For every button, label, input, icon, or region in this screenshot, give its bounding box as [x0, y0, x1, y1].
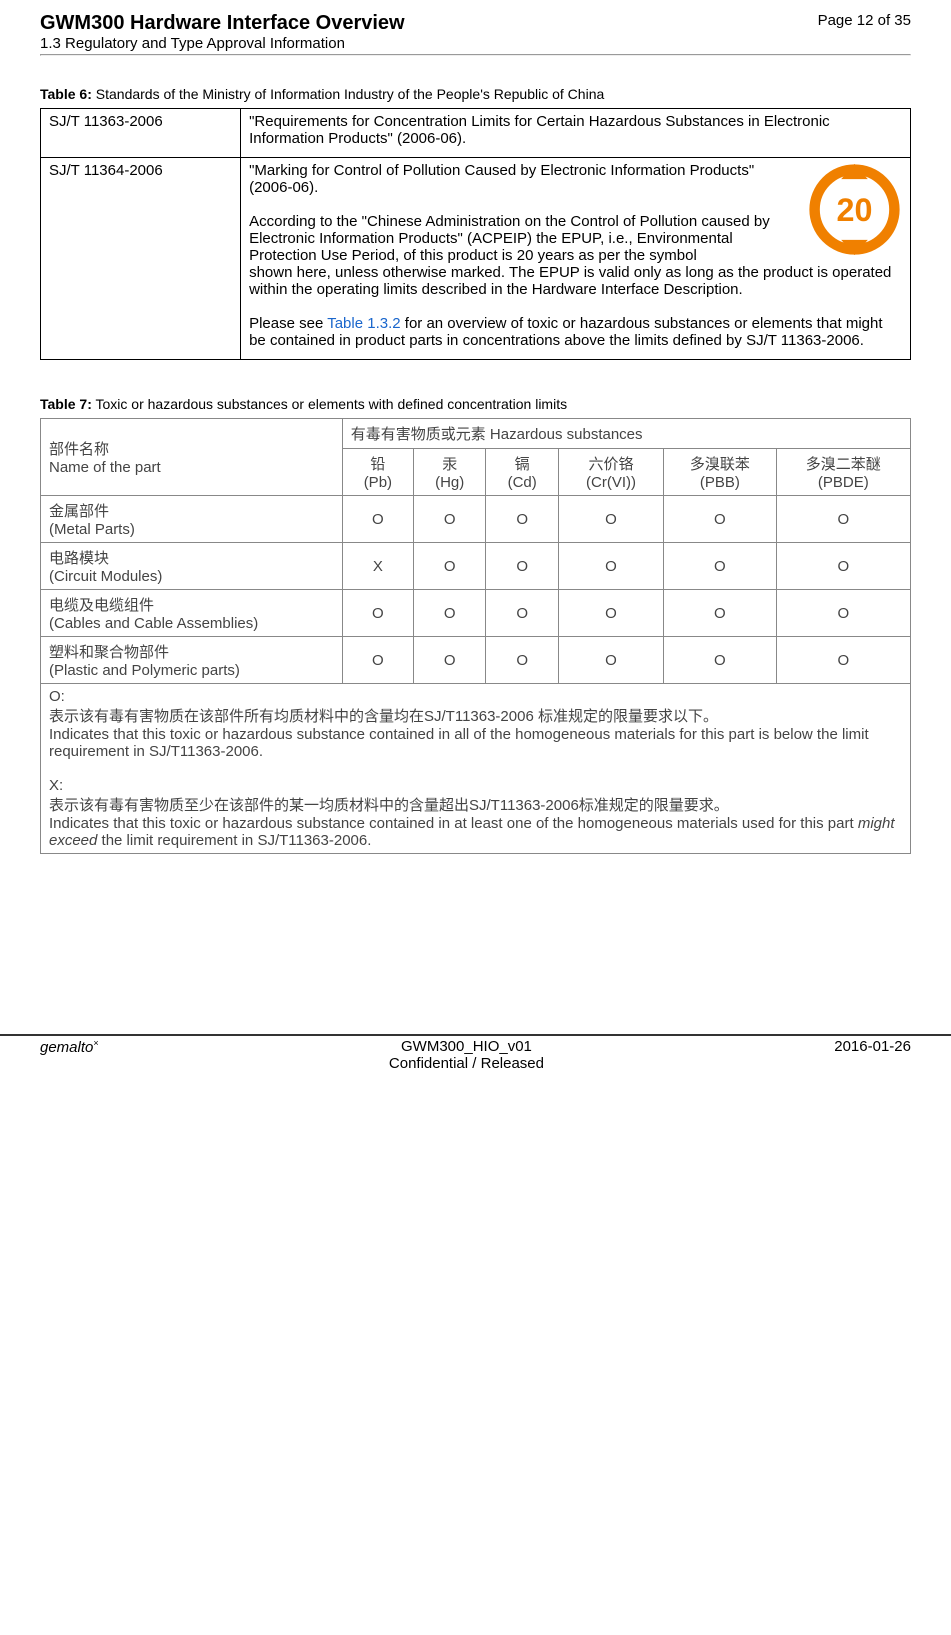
table-row: 电缆及电缆组件(Cables and Cable Assemblies)OOOO… [41, 590, 911, 637]
col-substance: 六价铬(Cr(VI)) [558, 449, 663, 496]
header-rule [40, 54, 911, 56]
std-desc-p2a: According to the "Chinese Administration… [249, 213, 770, 264]
table6-caption-text: Standards of the Ministry of Information… [96, 86, 605, 102]
std-desc-p1: "Marking for Control of Pollution Caused… [249, 162, 797, 196]
table-row: 金属部件(Metal Parts)OOOOOO [41, 496, 911, 543]
brand-text: gemalto [40, 1039, 93, 1056]
footer-date: 2016-01-26 [834, 1038, 911, 1072]
table-row: SJ/T 11363-2006 "Requirements for Concen… [41, 109, 911, 158]
substance-value: O [664, 637, 777, 684]
brand-sup: × [93, 1038, 98, 1048]
col-substance: 多溴二苯醚(PBDE) [776, 449, 910, 496]
substance-value: O [413, 543, 485, 590]
col-substance: 铅(Pb) [342, 449, 413, 496]
table-link[interactable]: Table 1.3.2 [327, 315, 400, 332]
table7-caption-label: Table 7: [40, 396, 92, 412]
table-row: 塑料和聚合物部件(Plastic and Polymeric parts)OOO… [41, 637, 911, 684]
part-name: 塑料和聚合物部件(Plastic and Polymeric parts) [41, 637, 343, 684]
substance-value: O [776, 543, 910, 590]
note-x-label: X: [49, 777, 902, 794]
substance-value: O [776, 637, 910, 684]
part-name: 电路模块(Circuit Modules) [41, 543, 343, 590]
col-substance: 镉(Cd) [486, 449, 558, 496]
table7-caption: Table 7: Toxic or hazardous substances o… [40, 396, 911, 412]
doc-title: GWM300 Hardware Interface Overview [40, 12, 405, 35]
note-x-cn: 表示该有毒有害物质至少在该部件的某一均质材料中的含量超出SJ/T11363-20… [49, 794, 902, 815]
substance-value: O [664, 543, 777, 590]
epup-icon: 20 [807, 162, 902, 261]
table-head-row: 部件名称 Name of the part 有毒有害物质或元素 Hazardou… [41, 419, 911, 449]
col-part: 部件名称 Name of the part [41, 419, 343, 496]
notes-cell: O: 表示该有毒有害物质在该部件所有均质材料中的含量均在SJ/T11363-20… [41, 684, 911, 854]
note-o-cn: 表示该有毒有害物质在该部件所有均质材料中的含量均在SJ/T11363-2006 … [49, 705, 902, 726]
substance-value: O [486, 543, 558, 590]
table-row: 电路模块(Circuit Modules)XOOOOO [41, 543, 911, 590]
table-notes-row: O: 表示该有毒有害物质在该部件所有均质材料中的含量均在SJ/T11363-20… [41, 684, 911, 854]
substance-value: O [486, 637, 558, 684]
std-desc: "Requirements for Concentration Limits f… [241, 109, 911, 158]
substance-value: O [413, 496, 485, 543]
note-o-label: O: [49, 688, 902, 705]
col-haz-group: 有毒有害物质或元素 Hazardous substances [342, 419, 910, 449]
part-name: 电缆及电缆组件(Cables and Cable Assemblies) [41, 590, 343, 637]
substance-value: O [558, 496, 663, 543]
table-row: SJ/T 11364-2006 "Marking for Control of … [41, 158, 911, 360]
substance-value: O [776, 496, 910, 543]
note-x-en-b: the limit requirement in SJ/T11363-2006. [97, 832, 371, 849]
table6: SJ/T 11363-2006 "Requirements for Concen… [40, 108, 911, 360]
note-o-en: Indicates that this toxic or hazardous s… [49, 726, 902, 760]
substance-value: O [558, 543, 663, 590]
footer-brand: gemalto× [40, 1038, 99, 1072]
col-substance: 汞(Hg) [413, 449, 485, 496]
table7: 部件名称 Name of the part 有毒有害物质或元素 Hazardou… [40, 418, 911, 854]
footer-center: GWM300_HIO_v01 Confidential / Released [389, 1038, 544, 1072]
std-desc: "Marking for Control of Pollution Caused… [241, 158, 911, 360]
table6-caption-label: Table 6: [40, 86, 92, 102]
substance-value: O [776, 590, 910, 637]
doc-subtitle: 1.3 Regulatory and Type Approval Informa… [40, 35, 405, 52]
note-x-en-a: Indicates that this toxic or hazardous s… [49, 815, 858, 832]
page-footer: gemalto× GWM300_HIO_v01 Confidential / R… [0, 1036, 951, 1082]
substance-value: O [342, 496, 413, 543]
substance-value: O [664, 590, 777, 637]
col-part-en: Name of the part [49, 459, 161, 476]
table7-caption-text: Toxic or hazardous substances or element… [96, 396, 568, 412]
substance-value: O [486, 590, 558, 637]
substance-value: O [558, 590, 663, 637]
page-header: GWM300 Hardware Interface Overview 1.3 R… [40, 12, 911, 52]
footer-conf: Confidential / Released [389, 1055, 544, 1072]
page-number: Page 12 of 35 [818, 12, 911, 29]
substance-value: O [342, 637, 413, 684]
std-desc-p3a: Please see [249, 315, 327, 332]
note-x-en: Indicates that this toxic or hazardous s… [49, 815, 902, 849]
epup-number: 20 [837, 192, 873, 228]
substance-value: O [342, 590, 413, 637]
std-code: SJ/T 11364-2006 [41, 158, 241, 360]
substance-value: X [342, 543, 413, 590]
substance-value: O [664, 496, 777, 543]
table6-caption: Table 6: Standards of the Ministry of In… [40, 86, 911, 102]
substance-value: O [558, 637, 663, 684]
std-code: SJ/T 11363-2006 [41, 109, 241, 158]
col-part-cn: 部件名称 [49, 441, 109, 458]
std-desc-p2b: shown here, unless otherwise marked. The… [249, 264, 891, 298]
substance-value: O [413, 637, 485, 684]
substance-value: O [486, 496, 558, 543]
col-substance: 多溴联苯(PBB) [664, 449, 777, 496]
substance-value: O [413, 590, 485, 637]
part-name: 金属部件(Metal Parts) [41, 496, 343, 543]
footer-doc: GWM300_HIO_v01 [389, 1038, 544, 1055]
